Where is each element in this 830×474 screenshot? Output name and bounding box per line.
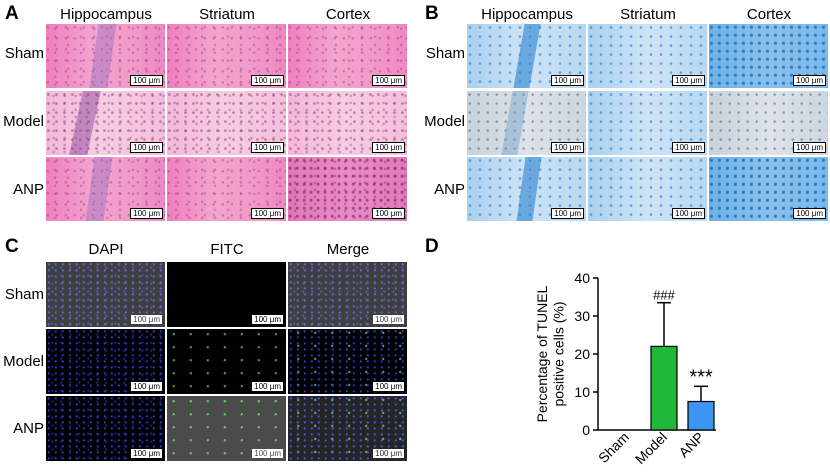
merge-image-sham: 100 μm (288, 262, 407, 327)
panel-a-row-anp: ANP (13, 181, 44, 198)
scale-bar: 100 μm (251, 448, 284, 459)
y-tick-label: 40 (574, 270, 590, 286)
scale-bar: 100 μm (130, 381, 163, 392)
scale-bar: 100 μm (130, 448, 163, 459)
scale-bar: 100 μm (251, 75, 284, 86)
he-image-anp-cortex: 100 μm (288, 157, 407, 221)
panel-c-label: C (5, 236, 19, 257)
panel-c-row-sham: Sham (4, 286, 44, 303)
scale-bar: 100 μm (372, 314, 405, 325)
panel-c-col-merge: Merge (326, 241, 370, 258)
scale-bar: 100 μm (551, 142, 584, 153)
panel-c-col-dapi: DAPI (88, 241, 124, 258)
scale-bar: 100 μm (793, 75, 826, 86)
panel-b-label: B (425, 3, 439, 24)
scale-bar: 100 μm (551, 208, 584, 219)
panel-b-col-hippocampus: Hippocampus (481, 6, 573, 23)
panel-a-row-model: Model (3, 113, 44, 130)
y-axis-label-line2: positive cells (%) (550, 301, 566, 406)
scale-bar: 100 μm (793, 142, 826, 153)
panel-a-col-cortex: Cortex (325, 6, 371, 23)
x-tick-label-sham: Sham (595, 429, 632, 466)
nissl-image-model-striatum: 100 μm (588, 91, 707, 155)
scale-bar: 100 μm (372, 75, 405, 86)
he-image-anp-hippocampus: 100 μm (46, 157, 165, 221)
scale-bar: 100 μm (130, 314, 163, 325)
panel-b-col-striatum: Striatum (620, 6, 676, 23)
dapi-image-sham: 100 μm (46, 262, 165, 327)
scale-bar: 100 μm (672, 142, 705, 153)
scale-bar: 100 μm (130, 75, 163, 86)
scale-bar: 100 μm (130, 208, 163, 219)
bar-model (650, 345, 678, 431)
nissl-image-anp-hippocampus: 100 μm (467, 157, 586, 221)
panel-a-row-sham: Sham (4, 45, 44, 62)
he-image-sham-hippocampus: 100 μm (46, 24, 165, 88)
nissl-image-model-cortex: 100 μm (709, 91, 828, 155)
scale-bar: 100 μm (130, 142, 163, 153)
tunel-bar-chart: 0 10 20 30 40 ### *** Sham Model ANP Percentage… (534, 270, 716, 467)
bar-anp (687, 400, 715, 431)
panel-b-row-model: Model (424, 113, 465, 130)
fitc-image-model: 100 μm (167, 329, 286, 394)
y-tick-label: 20 (574, 346, 590, 362)
significance-model: ### (653, 288, 675, 303)
scale-bar: 100 μm (251, 208, 284, 219)
dapi-image-anp: 100 μm (46, 396, 165, 461)
panel-b-row-anp: ANP (434, 181, 465, 198)
y-axis-label-line1: Percentage of TUNEL (534, 285, 550, 422)
panel-b-row-sham: Sham (425, 45, 465, 62)
scale-bar: 100 μm (672, 208, 705, 219)
he-image-anp-striatum: 100 μm (167, 157, 286, 221)
merge-image-model: 100 μm (288, 329, 407, 394)
scale-bar: 100 μm (372, 381, 405, 392)
scale-bar: 100 μm (372, 142, 405, 153)
panel-a-col-striatum: Striatum (199, 6, 255, 23)
scale-bar: 100 μm (372, 448, 405, 459)
nissl-image-anp-striatum: 100 μm (588, 157, 707, 221)
scale-bar: 100 μm (372, 208, 405, 219)
panel-a-label: A (5, 3, 19, 24)
scale-bar: 100 μm (251, 314, 284, 325)
panel-a-col-hippocampus: Hippocampus (60, 6, 152, 23)
significance-anp: *** (689, 366, 713, 388)
nissl-image-model-hippocampus: 100 μm (467, 91, 586, 155)
nissl-image-sham-cortex: 100 μm (709, 24, 828, 88)
scale-bar: 100 μm (551, 75, 584, 86)
x-tick-label-model: Model (632, 429, 670, 467)
panel-c-row-anp: ANP (13, 420, 44, 437)
he-image-model-hippocampus: 100 μm (46, 91, 165, 155)
panel-c-row-model: Model (3, 353, 44, 370)
panel-c-col-fitc: FITC (210, 241, 244, 258)
nissl-image-anp-cortex: 100 μm (709, 157, 828, 221)
scale-bar: 100 μm (251, 381, 284, 392)
he-image-sham-striatum: 100 μm (167, 24, 286, 88)
panel-b-col-cortex: Cortex (746, 6, 792, 23)
y-axis-label: Percentage of TUNELpositive cells (%) (534, 285, 566, 422)
he-image-model-striatum: 100 μm (167, 91, 286, 155)
he-image-sham-cortex: 100 μm (288, 24, 407, 88)
scale-bar: 100 μm (251, 142, 284, 153)
scale-bar: 100 μm (793, 208, 826, 219)
scale-bar: 100 μm (672, 75, 705, 86)
nissl-image-sham-hippocampus: 100 μm (467, 24, 586, 88)
y-tick-label: 30 (574, 308, 590, 324)
y-tick-label: 10 (574, 384, 590, 400)
merge-image-anp: 100 μm (288, 396, 407, 461)
he-image-model-cortex: 100 μm (288, 91, 407, 155)
panel-d-label: D (425, 236, 439, 257)
fitc-image-sham: 100 μm (167, 262, 286, 327)
nissl-image-sham-striatum: 100 μm (588, 24, 707, 88)
fitc-image-anp: 100 μm (167, 396, 286, 461)
x-tick-label-anp: ANP (675, 429, 707, 461)
dapi-image-model: 100 μm (46, 329, 165, 394)
y-tick-label: 0 (582, 422, 590, 438)
